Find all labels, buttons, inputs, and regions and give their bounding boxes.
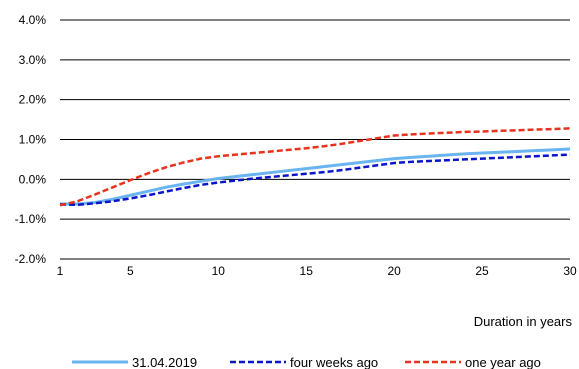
- y-tick-label: 1.0%: [19, 133, 47, 147]
- x-tick-label: 25: [475, 264, 489, 278]
- x-tick-label: 5: [127, 264, 134, 278]
- x-tick-label: 20: [387, 264, 401, 278]
- gridlines: [60, 19, 570, 260]
- series-line-2: [59, 153, 571, 207]
- y-tick-label: -1.0%: [15, 212, 47, 226]
- x-tick-label: 15: [300, 264, 314, 278]
- series-lines: [59, 127, 571, 207]
- legend: 31.04.2019 four weeks ago one year ago: [72, 355, 541, 369]
- y-tick-label: -2.0%: [15, 252, 47, 266]
- legend-label: 31.04.2019: [132, 355, 197, 369]
- x-axis-tick-labels: 1 5 10 15 20 25 30: [57, 264, 577, 278]
- legend-label: four weeks ago: [290, 355, 378, 369]
- series-line-1: [60, 147, 571, 206]
- series-line-3: [59, 127, 571, 207]
- x-tick-label: 1: [57, 264, 64, 278]
- x-axis-title: Duration in years: [474, 314, 573, 329]
- x-tick-label: 30: [563, 264, 577, 278]
- y-axis-tick-labels: -2.0% -1.0% 0.0% 1.0% 2.0% 3.0% 4.0%: [15, 13, 47, 266]
- y-tick-label: 4.0%: [19, 13, 47, 27]
- y-tick-label: 2.0%: [19, 93, 47, 107]
- x-tick-label: 10: [212, 264, 226, 278]
- y-tick-label: 0.0%: [19, 172, 47, 186]
- legend-label: one year ago: [465, 355, 541, 369]
- y-tick-label: 3.0%: [19, 53, 47, 67]
